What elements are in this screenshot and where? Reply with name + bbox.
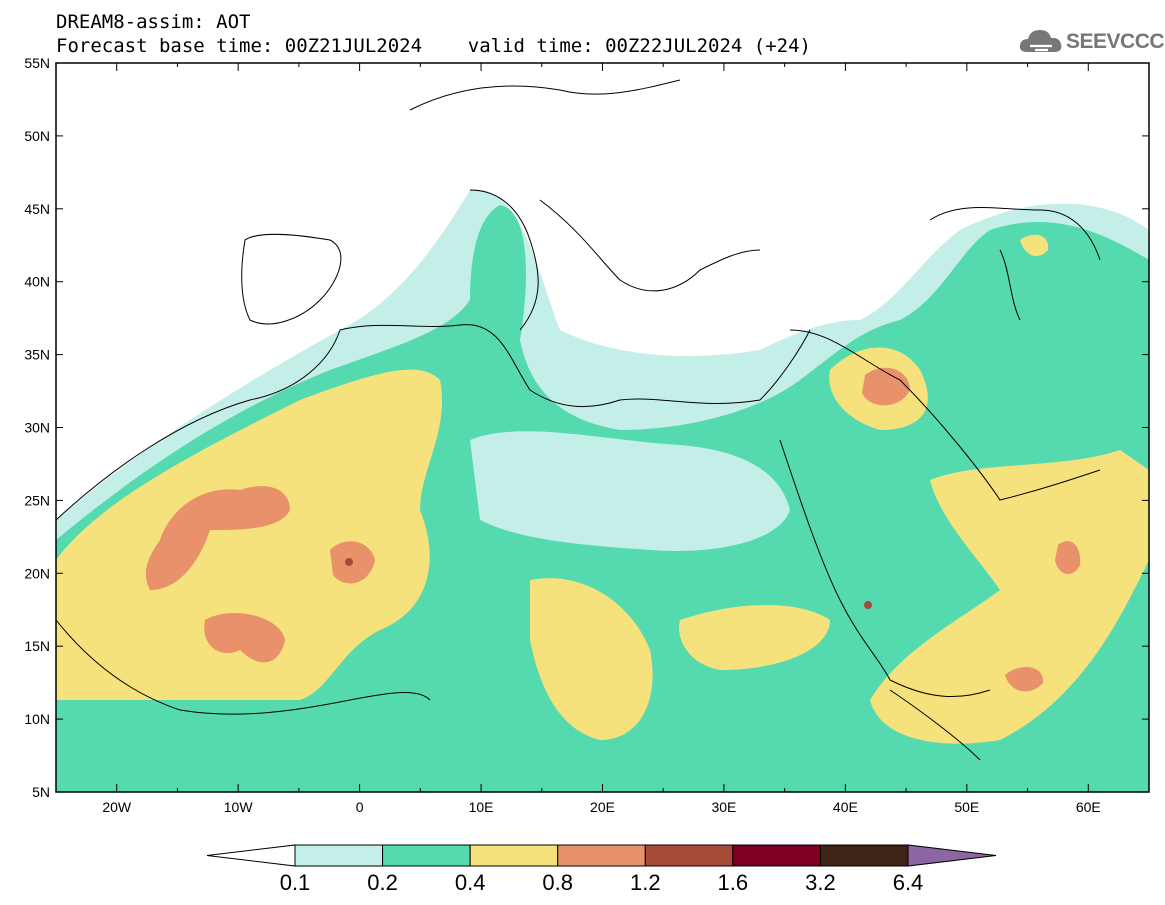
coastlines [56, 79, 1101, 761]
colorbar-tick-label: 3.2 [805, 870, 836, 895]
colorbar-tick-label: 0.8 [542, 870, 573, 895]
aot-level-0.4 [1020, 234, 1049, 256]
lon-tick-label: 50E [954, 799, 979, 815]
colorbar-segment [382, 844, 471, 867]
lat-tick-label: 35N [24, 347, 50, 363]
colorbar-tick-label: 0.4 [454, 870, 486, 895]
axis-tick-labels: 20W 10W 0 10E 20E 30E 40E 50E 60E 55N 50N 45N 40N 35N… [24, 55, 1100, 815]
chart-title: DREAM8-assim: AOT [56, 11, 251, 33]
lon-tick-label: 30E [711, 799, 736, 815]
lon-tick-label: 40E [833, 799, 858, 815]
colorbar-segment [294, 844, 384, 867]
lon-tick-label: 10E [469, 799, 494, 815]
aot-level-1.2 [345, 558, 353, 566]
lon-tick-label: 20E [590, 799, 615, 815]
lon-tick-label: 10W [224, 799, 254, 815]
aot-level-0.4 [530, 578, 653, 740]
aot-level-0.4 [56, 369, 443, 700]
aot-field [56, 189, 1149, 792]
colorbar-segment [732, 844, 821, 867]
colorbar-under-triangle [206, 844, 296, 867]
lat-tick-label: 15N [24, 638, 50, 654]
colorbar-tick-label: 1.2 [629, 870, 661, 895]
aot-level-1.2 [864, 601, 872, 609]
aot-level-0.8 [145, 486, 290, 590]
colorbar-tick-label: 0.1 [279, 870, 311, 895]
lat-tick-label: 5N [32, 784, 50, 800]
colorbar-segment [819, 844, 909, 867]
aot-level-0.8 [204, 612, 285, 663]
lat-tick-label: 25N [24, 492, 50, 508]
aot-level-0.4 [679, 605, 830, 670]
colorbar-segment [469, 844, 559, 867]
seevccc-logo: SEEVCCC [1018, 24, 1165, 58]
axis-ticks [55, 62, 1150, 793]
lat-tick-label: 45N [24, 201, 50, 217]
colorbar-tick-label: 1.6 [717, 870, 749, 895]
colorbar-segment [644, 844, 734, 867]
lat-tick-label: 55N [24, 55, 50, 71]
aot-level-0.8 [862, 367, 910, 406]
colorbar-tick-label: 6.4 [892, 870, 924, 895]
aot-level-0.8 [1005, 667, 1044, 692]
logo-text: SEEVCCC [1066, 30, 1165, 53]
lon-tick-label: 20W [102, 799, 132, 815]
lon-tick-label: 0 [356, 799, 364, 815]
colorbar-tick-label: 0.2 [367, 870, 398, 895]
lat-tick-label: 30N [24, 420, 50, 436]
lat-tick-label: 10N [24, 711, 50, 727]
lon-tick-label: 60E [1076, 799, 1101, 815]
aot-low-patch [470, 431, 790, 551]
lat-tick-label: 40N [24, 274, 50, 290]
time-info: Forecast base time: 00Z21JUL2024 valid t… [56, 35, 811, 57]
colorbar-segment [557, 844, 646, 867]
aot-level-0.8 [1055, 541, 1081, 575]
lat-tick-label: 20N [24, 565, 50, 581]
aot-level-0.4 [870, 450, 1149, 744]
cloud-icon [1019, 30, 1062, 52]
colorbar-over-triangle [907, 844, 997, 867]
lat-tick-label: 50N [24, 128, 50, 144]
